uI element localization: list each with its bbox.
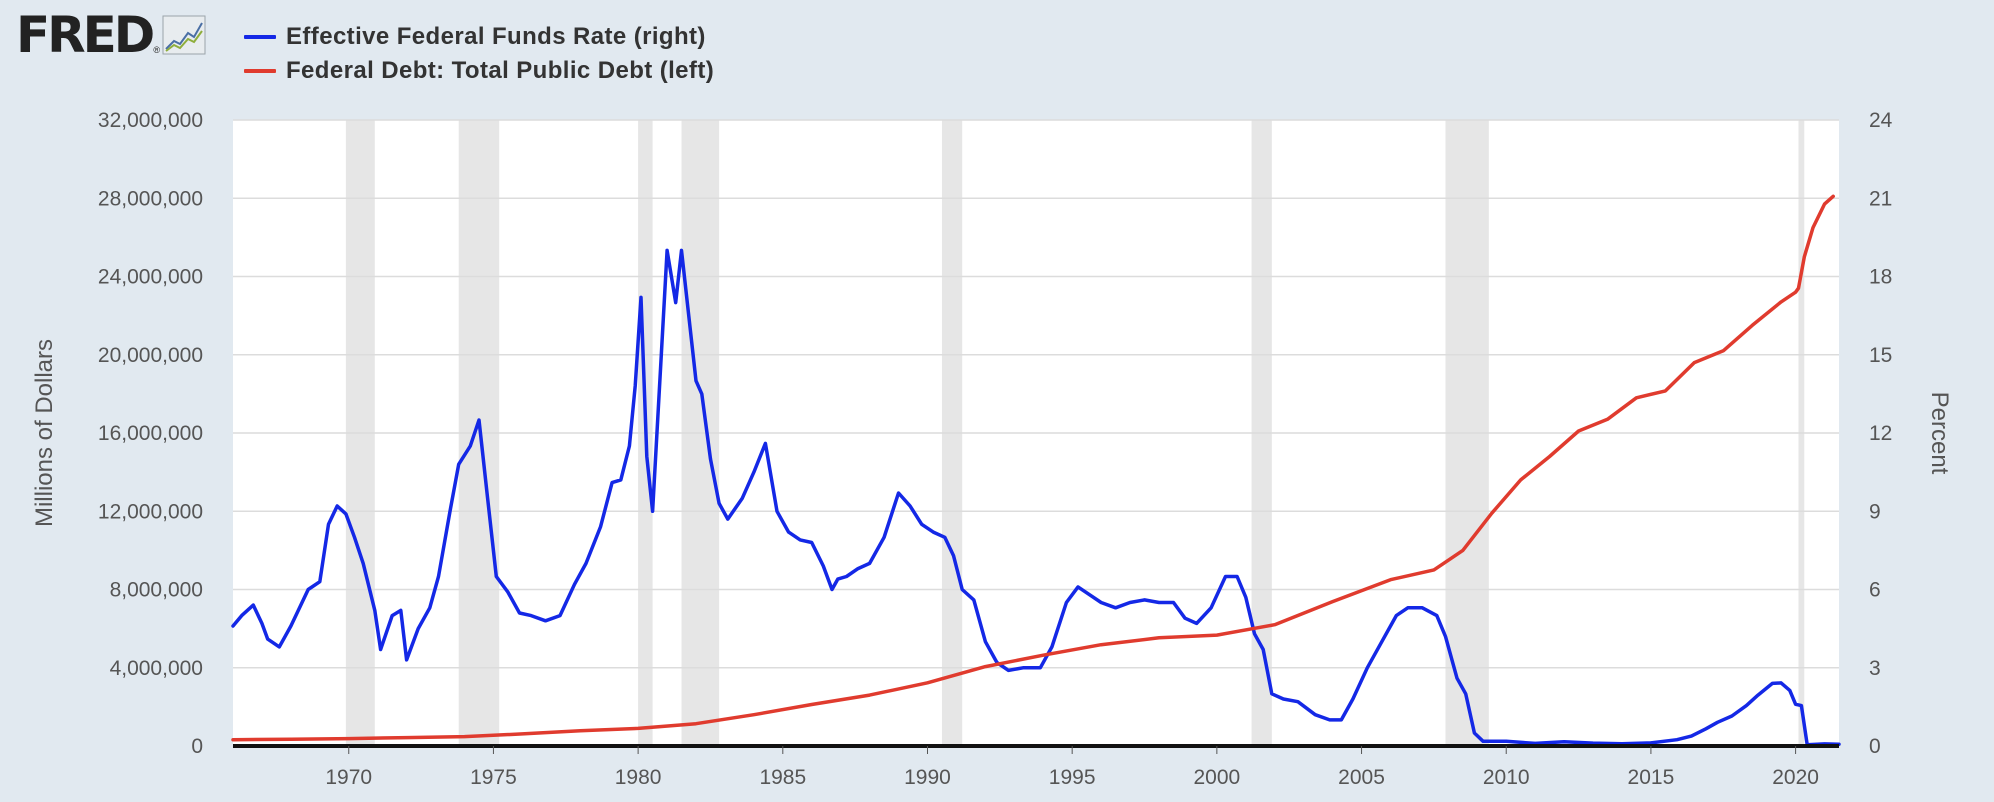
x-tick-label: 1995 xyxy=(1049,766,1096,789)
x-tick-label: 1980 xyxy=(615,766,662,789)
x-tick-label: 1975 xyxy=(470,766,517,789)
y-left-tick-label: 8,000,000 xyxy=(110,579,203,602)
y-right-tick-label: 21 xyxy=(1869,187,1892,210)
y-right-tick-label: 15 xyxy=(1869,344,1892,367)
y-right-tick-label: 24 xyxy=(1869,109,1893,132)
x-tick-label: 2020 xyxy=(1772,766,1819,789)
x-tick-label: 2010 xyxy=(1483,766,1530,789)
y-left-tick-label: 0 xyxy=(191,735,203,758)
y-axis-left-ticks: 0 4,000,000 8,000,000 12,000,000 16,000,000 2… xyxy=(98,109,203,758)
x-tick-label: 2015 xyxy=(1628,766,1675,789)
y-right-tick-label: 9 xyxy=(1869,500,1881,523)
y-left-tick-label: 4,000,000 xyxy=(110,657,203,680)
fred-logo[interactable]: FRED ® xyxy=(16,10,206,60)
y-axis-right-title: Percent xyxy=(1926,392,1953,475)
y-left-tick-label: 12,000,000 xyxy=(98,500,203,523)
x-tick-label: 2000 xyxy=(1193,766,1240,789)
y-right-tick-label: 0 xyxy=(1869,735,1881,758)
y-axis-right-ticks: 0 3 6 9 12 15 18 21 24 xyxy=(1869,109,1893,758)
y-left-tick-label: 28,000,000 xyxy=(98,187,203,210)
legend-swatch-federal-debt xyxy=(244,69,276,73)
legend-swatch-fed-funds xyxy=(244,35,276,39)
legend-label-fed-funds: Effective Federal Funds Rate (right) xyxy=(286,23,706,50)
y-left-tick-label: 32,000,000 xyxy=(98,109,203,132)
y-left-tick-label: 16,000,000 xyxy=(98,422,203,445)
y-left-tick-label: 20,000,000 xyxy=(98,344,203,367)
legend: Effective Federal Funds Rate (right) Fed… xyxy=(244,20,714,88)
y-right-tick-label: 18 xyxy=(1869,266,1892,289)
federal-debt-line[interactable] xyxy=(231,194,1835,742)
legend-label-federal-debt: Federal Debt: Total Public Debt (left) xyxy=(286,57,715,84)
y-right-tick-label: 12 xyxy=(1869,422,1892,445)
y-left-tick-label: 24,000,000 xyxy=(98,266,203,289)
registered-mark: ® xyxy=(153,45,160,55)
x-axis-ticks: 1970 1975 1980 1985 1990 1995 2000 2005 2010 2015… xyxy=(325,746,1819,789)
legend-item-fed-funds[interactable]: Effective Federal Funds Rate (right) xyxy=(244,20,714,54)
x-tick-label: 1970 xyxy=(325,766,372,789)
y-right-tick-label: 3 xyxy=(1869,657,1881,680)
y-right-tick-label: 6 xyxy=(1869,579,1881,602)
x-tick-label: 1985 xyxy=(759,766,806,789)
logo-text: FRED xyxy=(16,6,155,64)
series-lines xyxy=(231,194,1841,747)
x-tick-label: 1990 xyxy=(904,766,951,789)
line-chart-icon xyxy=(162,15,206,55)
x-tick-label: 2005 xyxy=(1338,766,1385,789)
fed-funds-rate-line[interactable] xyxy=(231,248,1841,747)
y-axis-left-title: Millions of Dollars xyxy=(31,339,58,527)
legend-item-federal-debt[interactable]: Federal Debt: Total Public Debt (left) xyxy=(244,54,714,88)
